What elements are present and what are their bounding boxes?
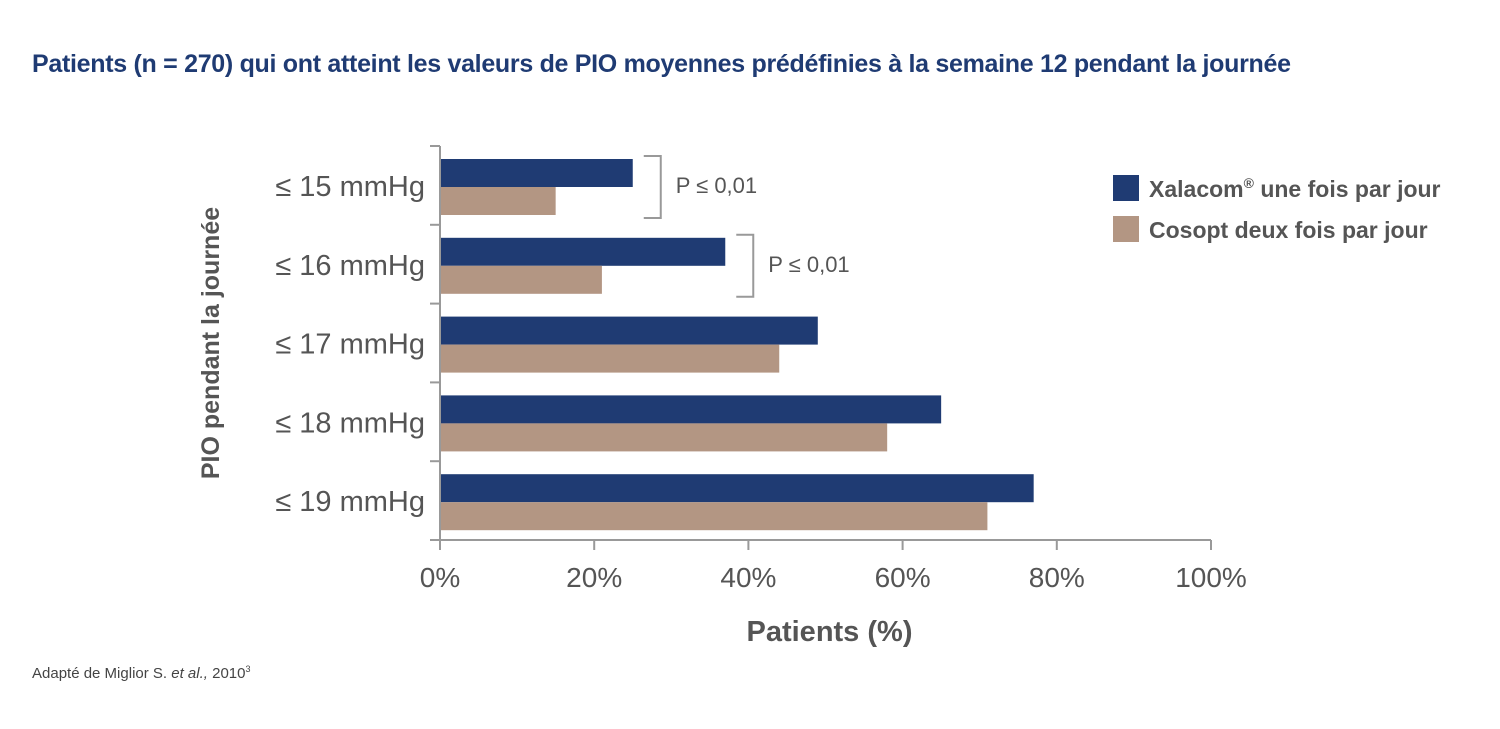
category-label: ≤ 15 mmHg <box>275 171 425 203</box>
legend-label: Xalacom® une fois par jour <box>1149 175 1441 202</box>
bar-cosopt <box>441 265 602 294</box>
legend-swatch <box>1113 216 1139 242</box>
p-value-label: P ≤ 0,01 <box>676 173 757 198</box>
bar-cosopt <box>441 187 556 215</box>
bar-cosopt <box>441 423 888 452</box>
legend-swatch <box>1113 175 1139 201</box>
significance-bracket <box>643 155 662 219</box>
source-italic: et al., <box>171 665 208 682</box>
x-tick-label: 20% <box>566 562 622 593</box>
y-axis-label: PIO pendant la journée <box>197 207 225 479</box>
p-value-label: P ≤ 0,01 <box>768 252 849 277</box>
bar-cosopt <box>441 502 988 531</box>
category-label: ≤ 18 mmHg <box>275 407 425 439</box>
category-label: ≤ 19 mmHg <box>275 486 425 518</box>
bar-cosopt <box>441 344 780 373</box>
x-tick-label: 40% <box>720 562 776 593</box>
x-tick-label: 60% <box>875 562 931 593</box>
bar-xalacom <box>441 237 726 266</box>
significance-bracket <box>736 233 755 298</box>
bar-xalacom <box>441 316 818 345</box>
bar-xalacom <box>441 159 633 187</box>
source-prefix: Adapté de Miglior S. <box>32 665 172 682</box>
category-label: ≤ 17 mmHg <box>275 329 425 361</box>
legend-label: Cosopt deux fois par jour <box>1149 217 1428 243</box>
chart-title: Patients (n = 270) qui ont atteint les v… <box>32 50 1291 78</box>
x-tick-label: 80% <box>1029 562 1085 593</box>
x-tick-label: 0% <box>420 562 460 593</box>
source-citation: Adapté de Miglior S. et al., 20103 <box>32 664 251 682</box>
bar-xalacom <box>441 474 1034 503</box>
category-label: ≤ 16 mmHg <box>275 250 425 282</box>
source-year: 2010 <box>207 665 246 682</box>
source-ref: 3 <box>245 664 251 674</box>
x-axis-label: Patients (%) <box>747 616 913 648</box>
bar-xalacom <box>441 395 942 424</box>
x-tick-label: 100% <box>1175 562 1247 593</box>
